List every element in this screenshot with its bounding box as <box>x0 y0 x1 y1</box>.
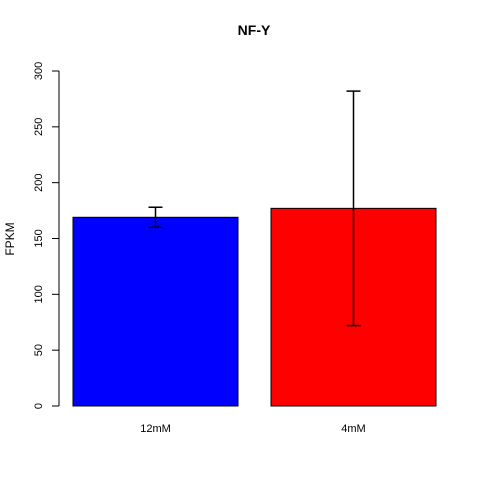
y-tick-label: 50 <box>33 344 45 356</box>
chart-title: NF-Y <box>238 22 271 38</box>
x-category-label: 4mM <box>341 423 365 435</box>
y-tick-label: 100 <box>33 285 45 303</box>
x-category-label: 12mM <box>140 423 171 435</box>
bar-12mM <box>72 216 239 407</box>
y-tick-label: 300 <box>33 62 45 80</box>
y-axis-title: FPKM <box>3 222 17 255</box>
error-bars <box>148 90 361 327</box>
y-tick-label: 200 <box>33 173 45 191</box>
x-axis-labels: 12mM 4mM <box>140 423 366 435</box>
y-tick-label: 250 <box>33 118 45 136</box>
y-tick-label: 150 <box>33 229 45 247</box>
y-tick-label: 0 <box>33 403 45 409</box>
y-axis: 0 50 100 150 200 250 300 <box>33 62 60 409</box>
